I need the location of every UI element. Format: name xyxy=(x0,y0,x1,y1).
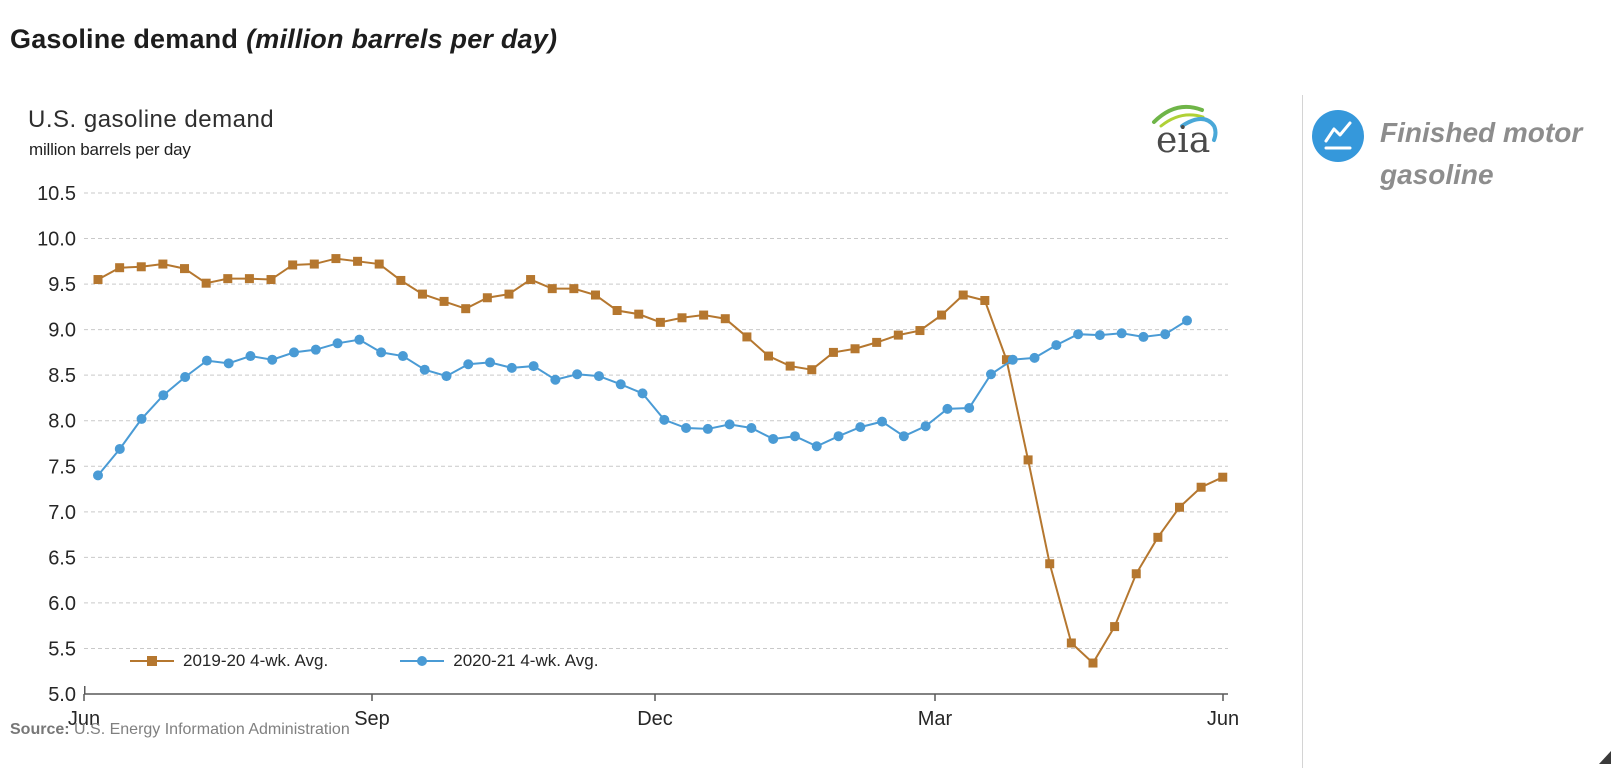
svg-text:6.0: 6.0 xyxy=(48,593,76,615)
eia-logo: eia xyxy=(1152,105,1218,161)
eia-logo-lime-swoosh xyxy=(1159,113,1205,128)
vertical-divider xyxy=(1302,95,1303,768)
svg-text:5.0: 5.0 xyxy=(48,684,76,706)
eia-logo-green-swoosh xyxy=(1152,105,1204,124)
svg-text:Mar: Mar xyxy=(918,708,953,730)
legend-item-2019-20: 2019-20 4-wk. Avg. xyxy=(130,651,328,671)
svg-text:7.5: 7.5 xyxy=(48,456,76,478)
finished-motor-gasoline-icon-circle xyxy=(1312,110,1364,162)
svg-text:10.0: 10.0 xyxy=(37,229,76,251)
chart-legend: 2019-20 4-wk. Avg. 2020-21 4-wk. Avg. xyxy=(130,651,598,671)
svg-text:9.5: 9.5 xyxy=(48,274,76,296)
page-title: Gasoline demand (million barrels per day) xyxy=(10,24,557,55)
series-category-label: Finished motor gasoline xyxy=(1380,117,1583,190)
svg-text:9.0: 9.0 xyxy=(48,320,76,342)
page-title-main: Gasoline demand xyxy=(10,24,239,55)
svg-text:Sep: Sep xyxy=(354,708,390,730)
chart-title: U.S. gasoline demand xyxy=(28,106,275,133)
source-note: Source: U.S. Energy Information Administ… xyxy=(10,721,350,739)
svg-text:8.5: 8.5 xyxy=(48,365,76,387)
svg-text:Dec: Dec xyxy=(637,708,673,730)
eia-logo-blue-swoosh xyxy=(1180,117,1218,142)
legend-label: 2020-21 4-wk. Avg. xyxy=(453,651,599,670)
legend-swatch-circle xyxy=(400,655,445,667)
source-text: U.S. Energy Information Administration xyxy=(74,721,350,738)
line-chart-icon xyxy=(1324,121,1352,150)
svg-text:10.5: 10.5 xyxy=(37,183,76,205)
svg-text:Jun: Jun xyxy=(1207,708,1239,730)
scrollbar-corner xyxy=(1599,751,1611,764)
legend-item-2020-21: 2020-21 4-wk. Avg. xyxy=(400,651,598,671)
svg-text:5.5: 5.5 xyxy=(48,638,76,660)
legend-label: 2019-20 4-wk. Avg. xyxy=(183,651,329,670)
svg-text:6.5: 6.5 xyxy=(48,547,76,569)
svg-text:8.0: 8.0 xyxy=(48,411,76,433)
legend-swatch-square xyxy=(130,655,174,667)
chart-subtitle: million barrels per day xyxy=(29,140,191,159)
svg-text:7.0: 7.0 xyxy=(48,502,76,524)
source-label: Source: xyxy=(10,721,70,738)
page-title-unit: (million barrels per day) xyxy=(246,24,558,55)
eia-logo-text: eia xyxy=(1156,120,1210,161)
